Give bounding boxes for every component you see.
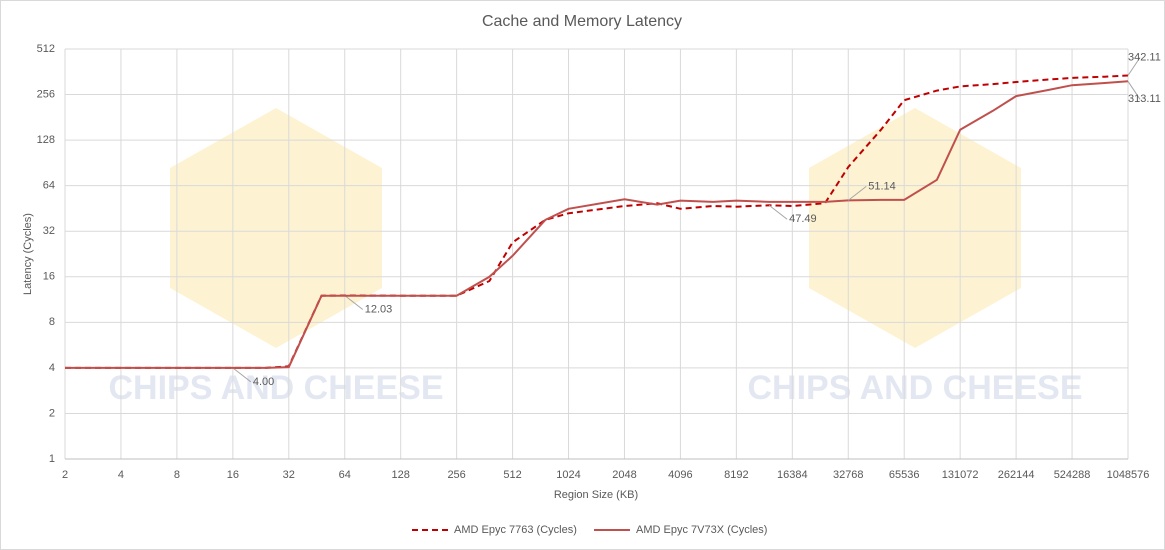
label-leader [1127, 57, 1141, 76]
y-tick-label: 128 [37, 134, 55, 146]
x-tick-label: 64 [339, 469, 351, 481]
y-tick-label: 64 [43, 180, 55, 192]
watermark-hex [170, 108, 382, 348]
data-label: 47.49 [789, 213, 817, 225]
y-tick-label: 32 [43, 225, 55, 237]
legend-label: AMD Epyc 7V73X (Cycles) [636, 524, 767, 536]
y-tick-label: 4 [49, 362, 55, 374]
watermark-text: CHIPS AND CHEESE [108, 369, 443, 407]
watermark-text: CHIPS AND CHEESE [747, 369, 1082, 407]
x-tick-label: 512 [503, 469, 521, 481]
x-tick-label: 262144 [998, 469, 1035, 481]
series-line [65, 80, 1129, 369]
x-tick-label: 131072 [942, 469, 979, 481]
label-leader [344, 295, 364, 310]
y-tick-label: 1 [49, 453, 55, 465]
data-label: 51.14 [868, 180, 896, 192]
x-tick-label: 8 [174, 469, 180, 481]
data-label: 313.11 [1128, 93, 1161, 105]
y-tick-label: 256 [37, 88, 55, 100]
y-tick-label: 8 [49, 316, 55, 328]
watermark: CHIPS AND CHEESE CHIPS AND CHEESE [108, 108, 1083, 407]
x-tick-label: 128 [392, 469, 410, 481]
x-tick-label: 16 [227, 469, 239, 481]
data-label: 12.03 [365, 303, 393, 315]
x-tick-label: 1048576 [1107, 469, 1150, 481]
x-tick-label: 524288 [1054, 469, 1091, 481]
data-label: 342.11 [1128, 51, 1161, 63]
label-leader [768, 204, 788, 220]
label-leader [1127, 81, 1141, 100]
y-tick-label: 16 [43, 271, 55, 283]
x-tick-label: 2048 [612, 469, 636, 481]
x-tick-label: 16384 [777, 469, 808, 481]
x-tick-label: 4 [118, 469, 124, 481]
y-tick-label: 2 [49, 407, 55, 419]
legend-label: AMD Epyc 7763 (Cycles) [454, 524, 577, 536]
x-tick-label: 1024 [556, 469, 580, 481]
label-leader [232, 367, 252, 383]
x-tick-label: 4096 [668, 469, 692, 481]
x-tick-label: 65536 [889, 469, 920, 481]
x-tick-label: 32768 [833, 469, 864, 481]
data-label: 4.00 [253, 376, 274, 388]
x-tick-label: 8192 [724, 469, 748, 481]
x-tick-label: 256 [447, 469, 465, 481]
x-tick-label: 32 [283, 469, 295, 481]
y-axis-title: Latency (Cycles) [22, 213, 34, 295]
watermark-hex [809, 108, 1021, 348]
label-leader [847, 186, 867, 201]
x-axis-title: Region Size (KB) [554, 489, 638, 501]
x-tick-label: 2 [62, 469, 68, 481]
y-tick-label: 512 [37, 43, 55, 55]
chart-title: Cache and Memory Latency [482, 13, 682, 30]
series-line [65, 74, 1129, 369]
